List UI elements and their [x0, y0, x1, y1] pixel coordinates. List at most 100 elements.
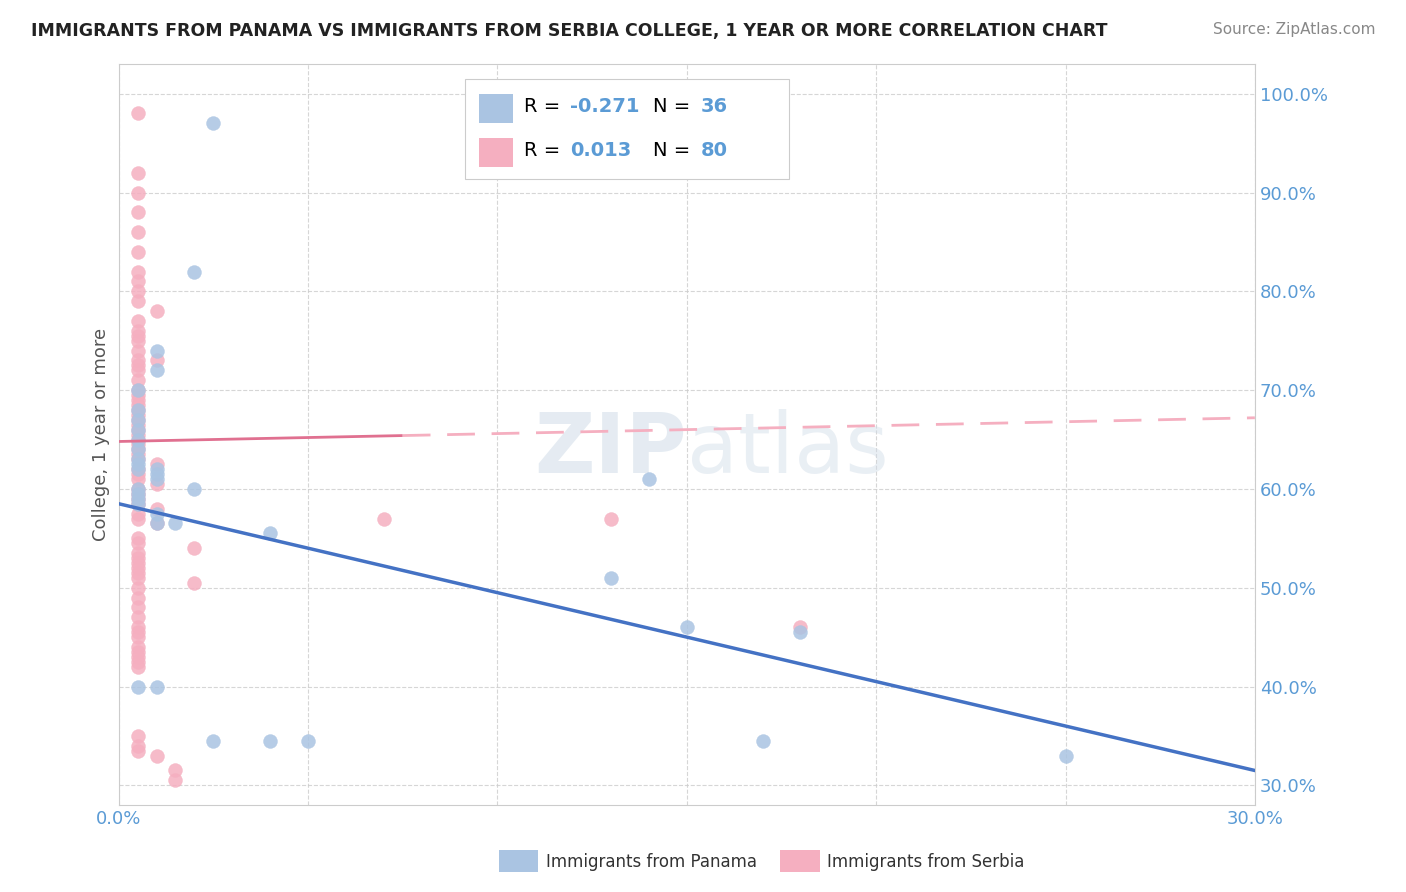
Point	[127, 383, 149, 397]
Point	[259, 526, 281, 541]
Point	[127, 359, 149, 373]
Point	[127, 497, 149, 511]
Point	[145, 477, 167, 491]
Point	[127, 551, 149, 566]
Point	[600, 511, 623, 525]
Point	[127, 402, 149, 417]
Point	[789, 620, 811, 634]
Point	[145, 363, 167, 377]
Point	[165, 764, 187, 778]
Point	[145, 501, 167, 516]
Point	[127, 328, 149, 343]
Point	[259, 734, 281, 748]
Point	[127, 186, 149, 200]
Point	[127, 482, 149, 496]
Point	[127, 423, 149, 437]
Point	[127, 511, 149, 525]
Point	[127, 314, 149, 328]
Point	[127, 398, 149, 412]
Text: 80: 80	[700, 142, 727, 161]
Point	[127, 285, 149, 299]
Point	[127, 487, 149, 501]
Bar	[479, 137, 513, 167]
Point	[127, 383, 149, 397]
Point	[127, 600, 149, 615]
Point	[127, 442, 149, 457]
Point	[127, 497, 149, 511]
Point	[127, 353, 149, 368]
Point	[145, 516, 167, 531]
Y-axis label: College, 1 year or more: College, 1 year or more	[93, 328, 110, 541]
Point	[145, 304, 167, 318]
Point	[127, 462, 149, 476]
Point	[127, 659, 149, 673]
Point	[127, 546, 149, 560]
Point	[127, 244, 149, 259]
Point	[127, 274, 149, 288]
Point	[127, 106, 149, 120]
Point	[127, 225, 149, 239]
Point	[127, 467, 149, 481]
Point	[127, 388, 149, 402]
Point	[127, 392, 149, 407]
Text: 0.013: 0.013	[569, 142, 631, 161]
Point	[145, 507, 167, 521]
Point	[165, 773, 187, 788]
Point	[127, 491, 149, 506]
Text: R =: R =	[524, 142, 567, 161]
Point	[127, 655, 149, 669]
Point	[145, 457, 167, 471]
Point	[183, 575, 205, 590]
Point	[127, 566, 149, 580]
Point	[127, 649, 149, 664]
Text: Immigrants from Serbia: Immigrants from Serbia	[827, 853, 1024, 871]
Text: IMMIGRANTS FROM PANAMA VS IMMIGRANTS FROM SERBIA COLLEGE, 1 YEAR OR MORE CORRELA: IMMIGRANTS FROM PANAMA VS IMMIGRANTS FRO…	[31, 22, 1108, 40]
Point	[127, 487, 149, 501]
Text: N =: N =	[652, 97, 696, 116]
Point	[127, 343, 149, 358]
Point	[127, 680, 149, 694]
Point	[127, 556, 149, 570]
Point	[145, 748, 167, 763]
Text: -0.271: -0.271	[569, 97, 640, 116]
Point	[202, 734, 225, 748]
Point	[789, 625, 811, 640]
Bar	[465, 78, 789, 179]
Point	[127, 536, 149, 550]
Point	[165, 516, 187, 531]
Point	[127, 591, 149, 605]
Point	[127, 413, 149, 427]
Point	[675, 620, 697, 634]
Point	[127, 423, 149, 437]
Bar	[479, 94, 513, 123]
Point	[127, 413, 149, 427]
Point	[127, 442, 149, 457]
Point	[202, 116, 225, 130]
Point	[127, 334, 149, 348]
Point	[127, 645, 149, 659]
Point	[127, 452, 149, 467]
Point	[127, 462, 149, 476]
Text: atlas: atlas	[686, 409, 889, 490]
Point	[127, 640, 149, 654]
Point	[127, 427, 149, 442]
Point	[127, 739, 149, 753]
Text: Immigrants from Panama: Immigrants from Panama	[546, 853, 756, 871]
Point	[145, 343, 167, 358]
Point	[127, 447, 149, 461]
Point	[145, 516, 167, 531]
Point	[127, 482, 149, 496]
Point	[127, 472, 149, 486]
Point	[600, 571, 623, 585]
Point	[751, 734, 773, 748]
Point	[127, 491, 149, 506]
Point	[183, 482, 205, 496]
Point	[145, 353, 167, 368]
Point	[127, 433, 149, 447]
Point	[373, 511, 395, 525]
Point	[145, 472, 167, 486]
Point	[127, 294, 149, 309]
Point	[145, 462, 167, 476]
Point	[638, 472, 661, 486]
Point	[127, 402, 149, 417]
